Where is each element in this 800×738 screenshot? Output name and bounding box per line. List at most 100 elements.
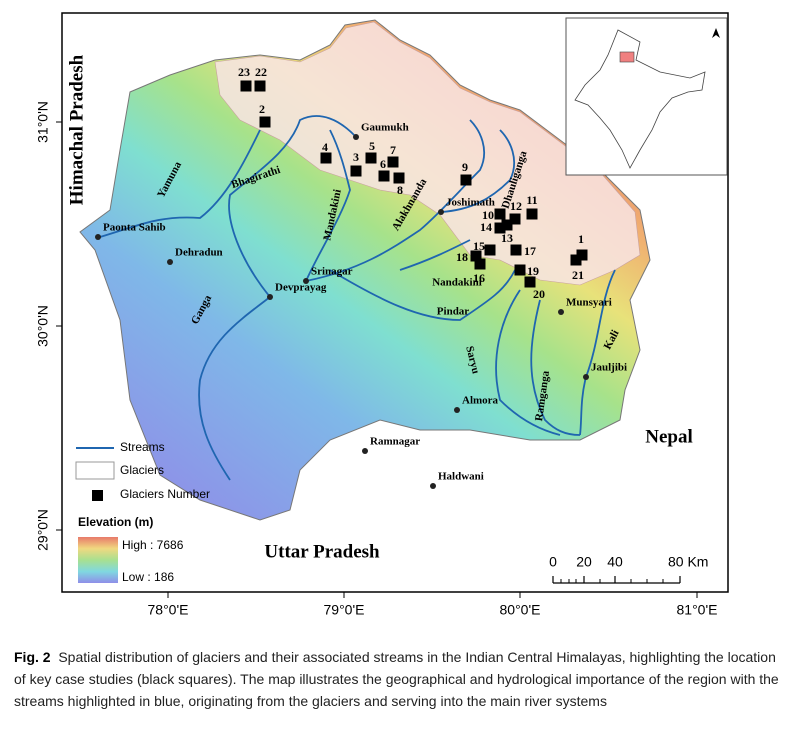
- legend-label: Glaciers: [120, 463, 164, 477]
- caption-text: Spatial distribution of glaciers and the…: [14, 649, 779, 709]
- lat-label: 31°0'N: [35, 101, 51, 143]
- north-arrow: [712, 28, 720, 38]
- place-dot: [454, 407, 460, 413]
- glacier-marker: [526, 208, 538, 220]
- lat-label: 29°0'N: [35, 509, 51, 551]
- glacier-number: 14: [480, 220, 492, 234]
- place-dot: [267, 294, 273, 300]
- glacier-number: 16: [473, 271, 485, 285]
- legend-label: Streams: [120, 440, 165, 454]
- place-dot: [353, 134, 359, 140]
- glacier-marker: [514, 264, 526, 276]
- place-dot: [303, 278, 309, 284]
- stream: [329, 269, 516, 321]
- lon-label: 80°0'E: [500, 602, 541, 618]
- glacier-number: 20: [533, 287, 545, 301]
- legend-glacier-swatch: [75, 461, 115, 480]
- glacier-number: 10: [482, 208, 494, 222]
- glacier-number: 2: [259, 102, 265, 116]
- glacier-marker: [494, 208, 506, 220]
- stream: [198, 296, 271, 481]
- glacier-marker: [259, 116, 271, 128]
- glacier-number: 17: [524, 244, 536, 258]
- lon-label: 78°0'E: [148, 602, 189, 618]
- place-label: Joshimath: [446, 197, 495, 209]
- glacier-marker: [393, 172, 405, 184]
- glacier-number: 3: [353, 150, 359, 164]
- glacier-marker: [509, 213, 521, 225]
- place-label: Paonta Sahib: [103, 222, 166, 234]
- glacier-marker: [470, 250, 482, 262]
- glacier-number: 22: [255, 65, 267, 79]
- place-label: Srinagar: [311, 266, 353, 278]
- glacier-number: 4: [322, 140, 328, 154]
- place-dot: [167, 259, 173, 265]
- region-label: Nepal: [645, 426, 693, 447]
- place-dot: [558, 309, 564, 315]
- glacier-marker: [387, 156, 399, 168]
- glacier-marker: [510, 244, 522, 256]
- lon-label: 79°0'E: [324, 602, 365, 618]
- glacier-number: 1: [578, 232, 584, 246]
- elevation-ramp: [78, 537, 118, 583]
- glacier-number: 13: [501, 231, 513, 245]
- scale-label: 0: [549, 554, 557, 570]
- glacier-number: 23: [238, 65, 250, 79]
- glacier-marker: [484, 244, 496, 256]
- glacier-marker: [350, 165, 362, 177]
- glacier-marker: [254, 80, 266, 92]
- scale-label: 20: [576, 554, 592, 570]
- glacier-marker: [378, 170, 390, 182]
- place-label: Jauljibi: [591, 362, 627, 374]
- inset-country: [574, 29, 706, 169]
- stream: [99, 129, 261, 238]
- legend: [75, 447, 118, 583]
- place-label: Gaumukh: [361, 122, 409, 134]
- glacier-number: 5: [369, 139, 375, 153]
- stream: [495, 289, 561, 436]
- glacier-marker: [501, 219, 513, 231]
- place-dot: [95, 234, 101, 240]
- glacier-marker: [320, 152, 332, 164]
- scale-label: 40: [607, 554, 623, 570]
- glacier-number: 6: [380, 157, 386, 171]
- elevation-title: Elevation (m): [78, 515, 153, 529]
- stream: [530, 299, 581, 436]
- elevation-low: Low : 186: [122, 570, 174, 584]
- inset-highlight: [619, 51, 635, 63]
- stream: [399, 239, 471, 271]
- glacier-number: 19: [527, 264, 539, 278]
- glacier-marker: [524, 276, 536, 288]
- stream: [440, 129, 515, 213]
- place-dot: [438, 209, 444, 215]
- glacier-number: 7: [390, 143, 396, 157]
- glacier-marker: [570, 254, 582, 266]
- river-label: Pindar: [437, 306, 470, 318]
- glacier-number: 12: [510, 199, 522, 213]
- glacier-marker: [240, 80, 252, 92]
- scale-label: 80 Km: [668, 554, 708, 570]
- glacier-number: 11: [526, 193, 537, 207]
- place-label: Ramnagar: [370, 436, 420, 448]
- caption: Fig. 2 Spatial distribution of glaciers …: [14, 646, 786, 712]
- glacier-marker: [576, 249, 588, 261]
- elevation-high: High : 7686: [122, 538, 184, 552]
- place-label: Haldwani: [438, 471, 484, 483]
- region-label: Uttar Pradesh: [264, 541, 380, 562]
- stream: [228, 115, 357, 298]
- glacier-number: 15: [473, 239, 485, 253]
- glacier-number: 9: [462, 160, 468, 174]
- glacier-marker: [494, 222, 506, 234]
- glacier-marker: [365, 152, 377, 164]
- place-label: Dehradun: [175, 247, 223, 259]
- place-dot: [583, 374, 589, 380]
- caption-label: Fig. 2: [14, 649, 51, 665]
- lon-label: 81°0'E: [677, 602, 718, 618]
- lat-label: 30°0'N: [35, 305, 51, 347]
- place-label: Devprayag: [275, 282, 327, 294]
- glacier-number: 21: [572, 268, 584, 282]
- region-label: Himachal Pradesh: [66, 54, 87, 205]
- glacier-number: 8: [397, 183, 403, 197]
- place-label: Almora: [462, 395, 499, 407]
